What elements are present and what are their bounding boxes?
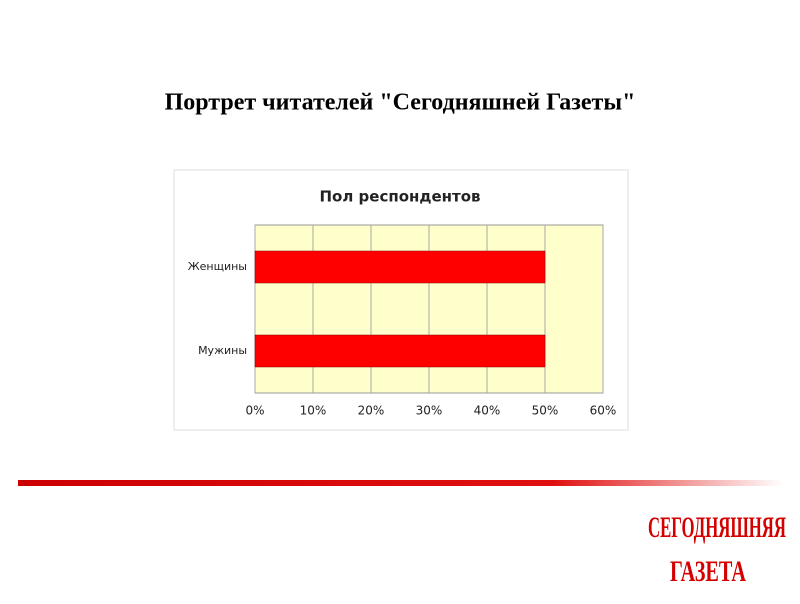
y-tick-label: Женщины [188,260,247,273]
logo-line: СЕГОДНЯШНЯЯ [648,511,786,544]
divider [18,480,783,486]
logo-line: ГАЗЕТА [670,555,746,588]
y-tick-label: Мужины [198,344,247,357]
x-tick-label: 20% [358,404,385,418]
x-tick-label: 60% [590,404,617,418]
x-tick-label: 0% [245,404,264,418]
x-tick-label: 40% [474,404,501,418]
x-tick-label: 30% [416,404,443,418]
chart: 0% 10% 20% 30% 40% 50% 60% Женщины Мужины [188,224,617,418]
slide-title: Портрет читателей "Сегодняшней Газеты" [165,90,636,116]
bar [254,334,546,368]
chart-title: Пол респондентов [319,188,480,206]
x-tick-label: 10% [300,404,327,418]
x-tick-label: 50% [532,404,559,418]
bar [254,250,546,284]
